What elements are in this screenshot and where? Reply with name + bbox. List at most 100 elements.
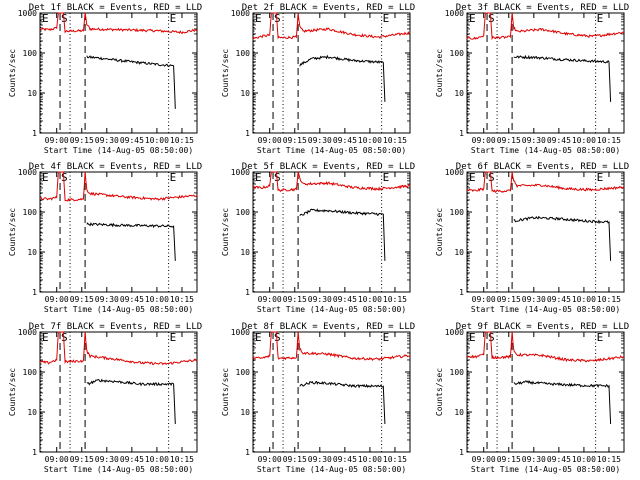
x-tick-label: 09:00: [45, 136, 69, 145]
plot-frame: [466, 12, 625, 134]
marker-label: E: [383, 331, 390, 344]
x-tick-label: 09:30: [308, 136, 332, 145]
x-tick-label: 09:45: [120, 295, 144, 304]
x-tick-label: 10:15: [170, 136, 194, 145]
x-tick-label: 10:15: [597, 295, 621, 304]
y-tick-label: 10: [240, 89, 250, 98]
series-lld: [39, 171, 198, 202]
panel-det-7: Det 7f BLACK = Events, RED = LLD 1 10 100 10…: [8, 322, 202, 474]
panel-title: Det 8f BLACK = Events, RED = LLD: [242, 322, 415, 332]
series-events: [299, 208, 386, 261]
y-tick-label: 100: [23, 368, 38, 377]
y-tick-label: 10: [454, 89, 464, 98]
series-events: [86, 55, 176, 109]
x-axis-label: Start Time (14-Aug-05 08:50:00): [471, 146, 620, 155]
series-lld: [466, 331, 624, 363]
x-tick-label: 10:15: [597, 136, 621, 145]
plot-frame: [39, 171, 198, 293]
panel-det-4: Det 4f BLACK = Events, RED = LLD 1 10 100 10…: [8, 162, 202, 314]
y-axis-label: Counts/sec: [8, 49, 17, 97]
marker-label: E: [42, 331, 49, 344]
x-tick-label: 10:00: [572, 136, 596, 145]
x-tick-label: 09:15: [70, 136, 94, 145]
x-tick-label: 10:00: [145, 295, 169, 304]
panel-title: Det 6f BLACK = Events, RED = LLD: [456, 162, 629, 172]
y-tick-label: 1: [245, 448, 250, 457]
y-tick-label: 100: [450, 49, 465, 58]
marker-label: E: [383, 171, 390, 184]
panel-det-8: Det 8f BLACK = Events, RED = LLD 1 10 100 10…: [221, 322, 415, 474]
series-lld: [39, 12, 198, 35]
x-tick-label: 09:00: [258, 136, 282, 145]
y-tick-label: 1: [32, 448, 37, 457]
y-tick-label: 1000: [231, 168, 250, 177]
plot-frame: [252, 171, 411, 293]
x-tick-label: 10:00: [572, 295, 596, 304]
x-axis-label: Start Time (14-Aug-05 08:50:00): [257, 465, 406, 474]
marker-label: E: [383, 12, 390, 25]
x-tick-label: 10:00: [572, 455, 596, 464]
x-axis-label: Start Time (14-Aug-05 08:50:00): [44, 305, 193, 314]
x-tick-label: 09:15: [70, 455, 94, 464]
x-axis-label: Start Time (14-Aug-05 08:50:00): [44, 146, 193, 155]
x-tick-label: 09:30: [522, 136, 546, 145]
panel-title: Det 1f BLACK = Events, RED = LLD: [29, 3, 202, 13]
x-tick-label: 10:15: [383, 295, 407, 304]
y-tick-label: 1000: [231, 9, 250, 18]
y-tick-label: 1000: [18, 328, 37, 337]
y-tick-label: 100: [23, 208, 38, 217]
panel-title: Det 7f BLACK = Events, RED = LLD: [29, 322, 202, 332]
y-tick-label: 100: [450, 368, 465, 377]
x-tick-label: 09:45: [547, 136, 571, 145]
x-tick-label: 09:30: [308, 455, 332, 464]
y-axis-label: Counts/sec: [8, 368, 17, 416]
plot-frame: [39, 12, 198, 134]
series-lld: [252, 331, 411, 362]
marker-label: S: [61, 331, 68, 344]
x-tick-label: 09:45: [120, 136, 144, 145]
x-tick-label: 09:45: [333, 136, 357, 145]
x-tick-label: 09:45: [547, 455, 571, 464]
y-axis-label: Counts/sec: [435, 368, 444, 416]
series-events: [299, 380, 386, 425]
y-tick-label: 1000: [445, 9, 464, 18]
x-tick-label: 09:00: [258, 295, 282, 304]
y-tick-label: 1: [459, 448, 464, 457]
series-events: [513, 54, 612, 102]
marker-label: E: [255, 331, 262, 344]
y-tick-label: 10: [454, 248, 464, 257]
panel-title: Det 5f BLACK = Events, RED = LLD: [242, 162, 415, 172]
y-axis-label: Counts/sec: [435, 49, 444, 97]
marker-label: E: [170, 12, 177, 25]
series-lld: [252, 171, 411, 193]
x-tick-label: 09:45: [120, 455, 144, 464]
y-tick-label: 1000: [445, 328, 464, 337]
plot-frame: [466, 331, 625, 453]
panel-det-2: Det 2f BLACK = Events, RED = LLD 1 10 100 10…: [221, 3, 415, 155]
y-tick-label: 100: [450, 208, 465, 217]
x-tick-label: 09:15: [497, 455, 521, 464]
marker-label: E: [597, 171, 604, 184]
y-tick-label: 10: [27, 408, 37, 417]
series-lld: [466, 171, 625, 193]
y-axis-label: Counts/sec: [221, 368, 230, 416]
marker-label: E: [255, 171, 262, 184]
series-lld: [39, 331, 198, 366]
marker-label: E: [597, 331, 604, 344]
y-tick-label: 100: [236, 208, 251, 217]
x-tick-label: 10:15: [170, 455, 194, 464]
x-tick-label: 09:00: [472, 455, 496, 464]
x-axis-label: Start Time (14-Aug-05 08:50:00): [257, 305, 406, 314]
y-axis-label: Counts/sec: [221, 208, 230, 256]
y-tick-label: 1000: [18, 168, 37, 177]
marker-label: S: [274, 12, 281, 25]
y-tick-label: 10: [27, 89, 37, 98]
x-tick-label: 09:00: [45, 295, 69, 304]
y-tick-label: 100: [236, 49, 251, 58]
y-tick-label: 1: [459, 129, 464, 138]
x-tick-label: 10:15: [383, 136, 407, 145]
x-tick-label: 09:15: [497, 295, 521, 304]
plot-frame: [252, 12, 411, 134]
x-tick-label: 09:15: [283, 136, 307, 145]
